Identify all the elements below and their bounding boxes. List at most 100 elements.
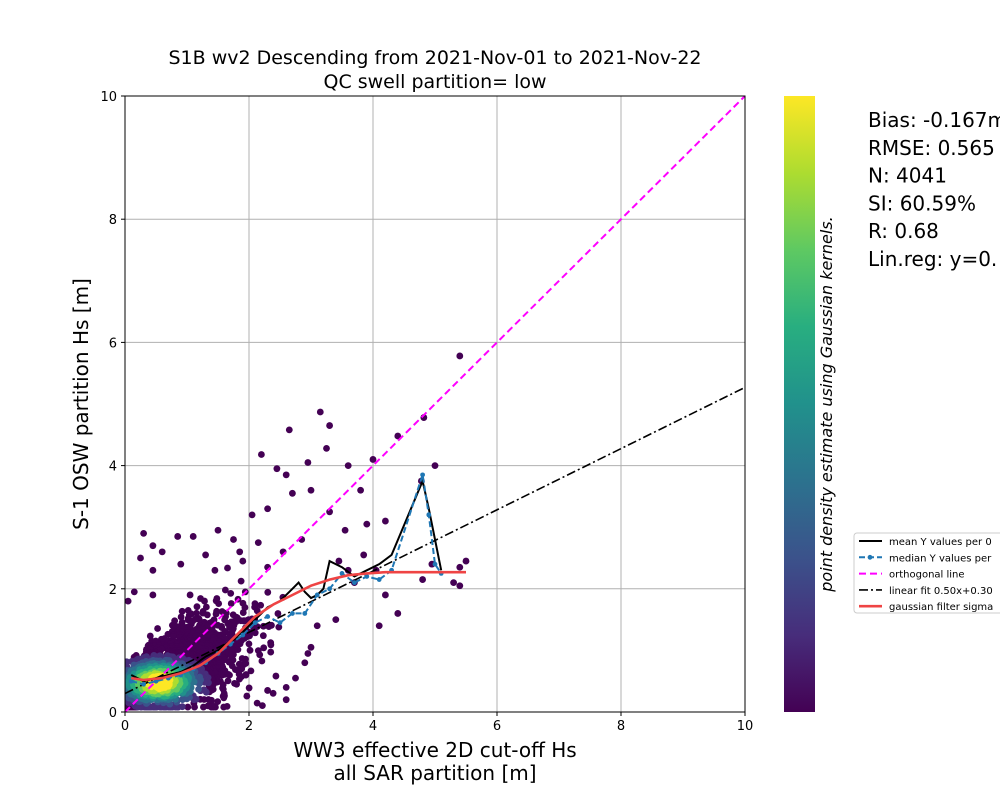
scatter-point bbox=[382, 517, 389, 525]
scatter-point bbox=[301, 659, 309, 667]
median-marker bbox=[302, 611, 308, 616]
scatter-point bbox=[382, 591, 389, 599]
median-marker bbox=[265, 614, 270, 619]
scatter-point bbox=[431, 462, 439, 469]
median-marker bbox=[426, 512, 432, 518]
scatter-point bbox=[307, 486, 315, 494]
y-tick-label: 8 bbox=[109, 213, 117, 228]
scatter-point bbox=[307, 643, 315, 651]
stats-panel: Bias: -0.167m RMSE: 0.565 N: 4041 SI: 60.59… bbox=[868, 108, 1000, 271]
series-line-2 bbox=[125, 96, 745, 712]
density-point bbox=[274, 610, 282, 617]
scatter-point bbox=[242, 671, 250, 679]
x-tick-label: 4 bbox=[369, 719, 377, 734]
median-marker bbox=[432, 561, 438, 567]
scatter-point bbox=[254, 539, 262, 546]
scatter-point bbox=[264, 687, 271, 694]
scatter-point bbox=[285, 426, 293, 434]
series-line-4 bbox=[131, 570, 466, 682]
legend-label: linear fit 0.50x+0.30 bbox=[889, 586, 993, 597]
scatter-point bbox=[450, 579, 457, 587]
scatter-point bbox=[177, 560, 185, 568]
median-marker bbox=[314, 592, 320, 598]
density-point bbox=[257, 601, 265, 609]
x-tick-label: 0 bbox=[121, 719, 129, 734]
scatter-point bbox=[419, 576, 426, 583]
median-marker bbox=[352, 580, 357, 586]
legend-label: median Y values per bbox=[889, 553, 992, 564]
legend-label: gaussian filter sigma bbox=[889, 602, 993, 613]
scatter-point bbox=[332, 616, 340, 623]
scatter-point bbox=[335, 557, 343, 565]
density-point bbox=[238, 655, 246, 662]
scatter-point bbox=[174, 533, 182, 540]
scatter-point bbox=[304, 650, 312, 657]
axis-ticks: 0 2 4 6 8 10 0 2 4 6 8 10 bbox=[100, 90, 753, 734]
scatter-point bbox=[316, 408, 324, 416]
density-point bbox=[258, 702, 266, 710]
scatter-point bbox=[289, 489, 296, 497]
legend-marker bbox=[867, 554, 873, 560]
median-marker bbox=[252, 620, 258, 626]
scatter-point bbox=[248, 511, 256, 519]
colorbar-label: point density estimate using Gaussian ke… bbox=[817, 216, 836, 592]
density-point bbox=[184, 703, 192, 711]
scatter-point bbox=[125, 597, 132, 605]
median-marker bbox=[420, 472, 425, 478]
stats-line: N: 4041 bbox=[868, 164, 947, 188]
scatter-point bbox=[304, 459, 312, 466]
scatter-point bbox=[462, 557, 470, 565]
density-point bbox=[256, 651, 264, 659]
median-marker bbox=[364, 574, 370, 579]
density-point bbox=[258, 657, 266, 665]
density-point bbox=[200, 703, 207, 711]
x-tick-label: 6 bbox=[493, 719, 501, 734]
scatter-point bbox=[264, 505, 271, 513]
median-marker bbox=[327, 586, 332, 592]
scatter-point bbox=[456, 582, 464, 590]
density-point bbox=[227, 589, 235, 597]
scatter-point bbox=[239, 557, 247, 565]
scatter-point bbox=[341, 526, 349, 534]
scatter-point bbox=[357, 486, 364, 494]
series-line-0 bbox=[130, 477, 443, 683]
x-tick-label: 2 bbox=[245, 719, 253, 734]
median-marker bbox=[277, 620, 283, 626]
scatter-point bbox=[323, 444, 330, 452]
density-point bbox=[212, 610, 220, 618]
colorbar bbox=[784, 96, 815, 712]
x-tick-label: 8 bbox=[617, 719, 625, 734]
scatter-point bbox=[258, 451, 265, 458]
density-point bbox=[245, 684, 253, 692]
stats-line: Lin.reg: y=0. bbox=[868, 247, 997, 271]
median-marker bbox=[376, 577, 382, 582]
scatter-point bbox=[273, 465, 281, 473]
scatter-point bbox=[363, 520, 371, 528]
density-point bbox=[269, 689, 277, 697]
scatter-point bbox=[230, 536, 237, 543]
scatter-point bbox=[313, 622, 321, 630]
density-point bbox=[241, 604, 249, 611]
y-tick-label: 0 bbox=[109, 706, 117, 721]
y-tick-label: 10 bbox=[100, 90, 117, 105]
chart-title-line1: S1B wv2 Descending from 2021-Nov-01 to 2… bbox=[168, 47, 701, 69]
scatter-point bbox=[456, 352, 464, 360]
density-point bbox=[224, 677, 232, 685]
density-point bbox=[265, 623, 273, 631]
scatter-point bbox=[394, 432, 402, 440]
density-point bbox=[203, 611, 211, 619]
density-point bbox=[235, 670, 243, 678]
density-point bbox=[267, 641, 275, 649]
scatter-point bbox=[202, 551, 210, 559]
density-point bbox=[214, 698, 222, 706]
density-point bbox=[228, 662, 236, 670]
scatter-point bbox=[394, 610, 402, 617]
density-point bbox=[220, 703, 228, 711]
density-point bbox=[272, 672, 280, 680]
scatter-point bbox=[214, 526, 222, 534]
scatter-point bbox=[282, 696, 290, 704]
scatter-point bbox=[149, 591, 157, 599]
stats-line: SI: 60.59% bbox=[868, 191, 976, 215]
stats-line: Bias: -0.167m bbox=[868, 108, 1000, 132]
